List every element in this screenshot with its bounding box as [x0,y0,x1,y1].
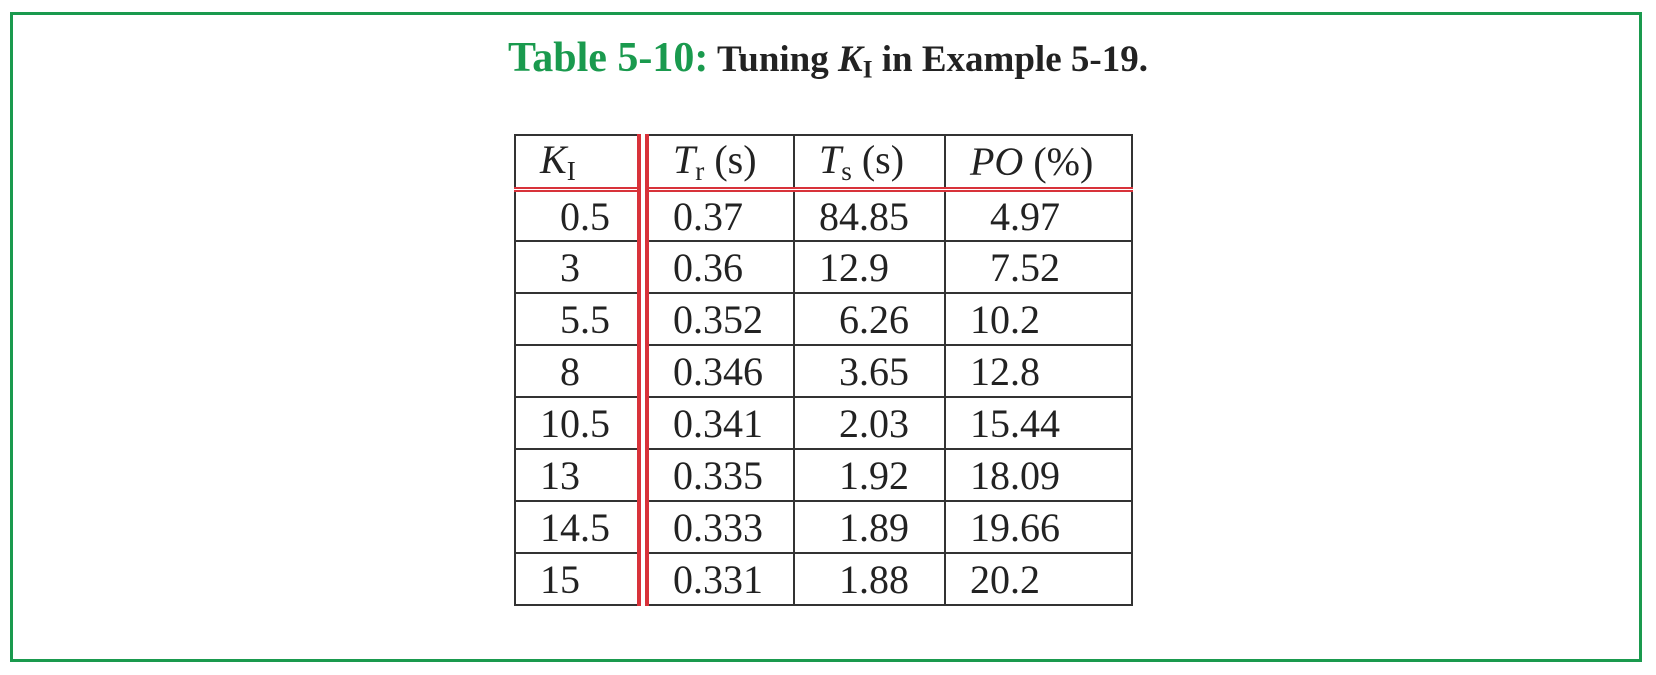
table-body: 0.5 0.37 84.85 4.97 3 0.36 12.9 7.52 5.5 0.352 6.2… [514,188,1133,607]
cell-value: 84.85 [819,193,909,239]
table-cell: 2.03 [793,396,946,451]
caption-text: Tuning [716,39,829,80]
table-cell: 5.5 [514,292,649,347]
cell-value: 0.352 [673,296,763,342]
cell-value: 0.5 [560,193,610,239]
table-row: 10.5 0.341 2.03 15.44 [514,396,1133,451]
cell-value: 3.65 [839,348,909,394]
cell-value: 12.8 [970,348,1040,394]
header-cell: PO (%) [944,133,1133,192]
table-cell: 13 [514,448,649,503]
cell-value: 1.88 [839,556,909,602]
table-cell: 7.52 [944,240,1133,295]
table-cell: 1.89 [793,500,946,555]
table-row: 8 0.346 3.65 12.8 [514,344,1133,399]
header-subscript: s [841,155,852,186]
caption-symbol: K [838,39,863,80]
data-table: KI Tr (s) Ts (s) PO (%) 0.5 0.37 84.85 4.97 3 0.3… [514,133,1133,607]
cell-value: 19.66 [970,504,1060,550]
table-cell: 3 [514,240,649,295]
table-cell: 0.341 [642,396,795,451]
table-cell: 0.36 [642,240,795,295]
header-unit: (s) [861,137,905,182]
table-cell: 84.85 [793,188,946,243]
table-cell: 6.26 [793,292,946,347]
table-cell: 0.335 [642,448,795,503]
header-cell: KI [514,133,649,192]
table-cell: 15 [514,552,649,607]
table-row: 3 0.36 12.9 7.52 [514,240,1133,295]
caption: Table 5-10: Tuning KI in Example 5-19. [0,34,1656,84]
caption-subscript: I [862,56,873,84]
cell-value: 14.5 [540,504,610,550]
cell-value: 20.2 [970,556,1040,602]
header-symbol: K [540,137,567,182]
table-cell: 15.44 [944,396,1133,451]
cell-value: 6.26 [839,296,909,342]
table-cell: 3.65 [793,344,946,399]
table-cell: 10.2 [944,292,1133,347]
cell-value: 5.5 [560,296,610,342]
table-row: 13 0.335 1.92 18.09 [514,448,1133,503]
table-cell: 19.66 [944,500,1133,555]
cell-value: 10.2 [970,296,1040,342]
header-symbol: PO [970,138,1024,184]
frame [10,12,1642,662]
header-subscript: r [695,155,705,186]
table-cell: 8 [514,344,649,399]
cell-value: 12.9 [819,244,889,290]
cell-value: 0.36 [673,244,743,290]
cell-value: 10.5 [540,400,610,446]
cell-value: 2.03 [839,400,909,446]
header-row: KI Tr (s) Ts (s) PO (%) [514,133,1133,192]
header-unit: (s) [714,137,757,182]
cell-value: 13 [540,452,580,498]
caption-text: in Example 5-19. [881,39,1148,80]
table-cell: 0.5 [514,188,649,243]
table-cell: 18.09 [944,448,1133,503]
cell-value: 7.52 [990,244,1060,290]
table-cell: 12.9 [793,240,946,295]
table-row: 0.5 0.37 84.85 4.97 [514,188,1133,243]
cell-value: 0.37 [673,193,743,239]
table-cell: 20.2 [944,552,1133,607]
header-subscript: I [566,155,576,186]
cell-value: 1.89 [839,504,909,550]
table-cell: 0.346 [642,344,795,399]
cell-value: 15.44 [970,400,1060,446]
table-cell: 0.333 [642,500,795,555]
table-cell: 0.37 [642,188,795,243]
cell-value: 0.346 [673,348,763,394]
table-cell: 14.5 [514,500,649,555]
table-row: 15 0.331 1.88 20.2 [514,552,1133,607]
table-cell: 0.352 [642,292,795,347]
table-cell: 4.97 [944,188,1133,243]
caption-label: Table 5-10: [508,35,709,81]
cell-value: 15 [540,556,580,602]
header-symbol: T [819,137,842,182]
cell-value: 0.333 [673,504,763,550]
header-symbol: T [673,137,696,182]
cell-value: 0.335 [673,452,763,498]
table-cell: 0.331 [642,552,795,607]
table-row: 14.5 0.333 1.89 19.66 [514,500,1133,555]
table-cell: 10.5 [514,396,649,451]
table-cell: 1.92 [793,448,946,503]
cell-value: 0.331 [673,556,763,602]
cell-value: 3 [560,244,580,290]
cell-value: 18.09 [970,452,1060,498]
table-cell: 1.88 [793,552,946,607]
header-cell: Ts (s) [793,133,946,192]
cell-value: 0.341 [673,400,763,446]
cell-value: 8 [560,348,580,394]
cell-value: 4.97 [990,193,1060,239]
header-cell: Tr (s) [642,133,795,192]
table-row: 5.5 0.352 6.26 10.2 [514,292,1133,347]
table-cell: 12.8 [944,344,1133,399]
cell-value: 1.92 [839,452,909,498]
header-unit: (%) [1033,138,1094,184]
